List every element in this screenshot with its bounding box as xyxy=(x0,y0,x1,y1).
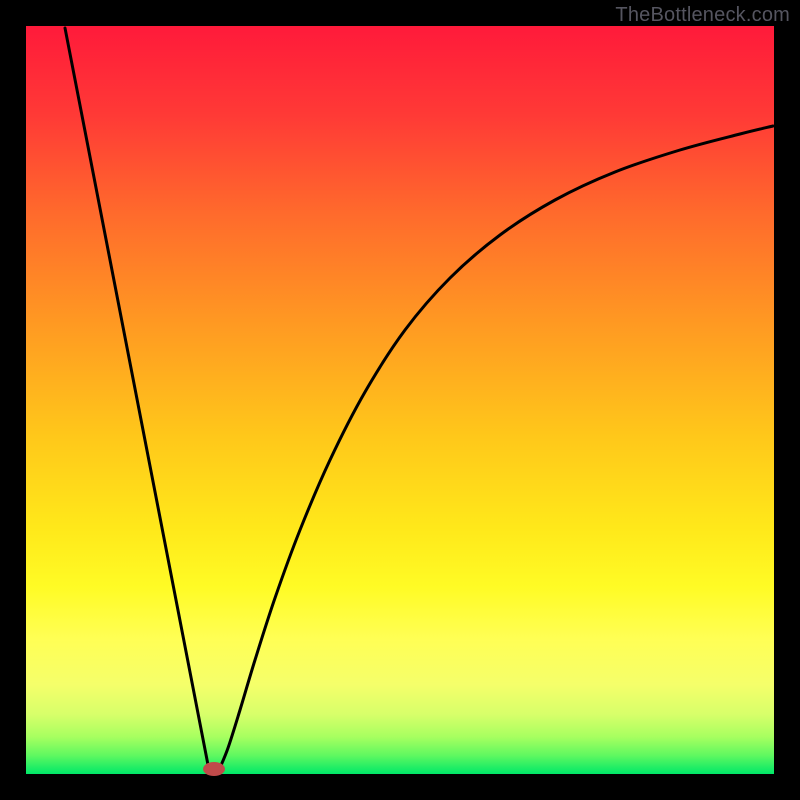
chart-container: TheBottleneck.com xyxy=(0,0,800,800)
watermark-text: TheBottleneck.com xyxy=(615,4,790,27)
plot-svg xyxy=(0,0,800,800)
minimum-marker xyxy=(203,762,225,776)
